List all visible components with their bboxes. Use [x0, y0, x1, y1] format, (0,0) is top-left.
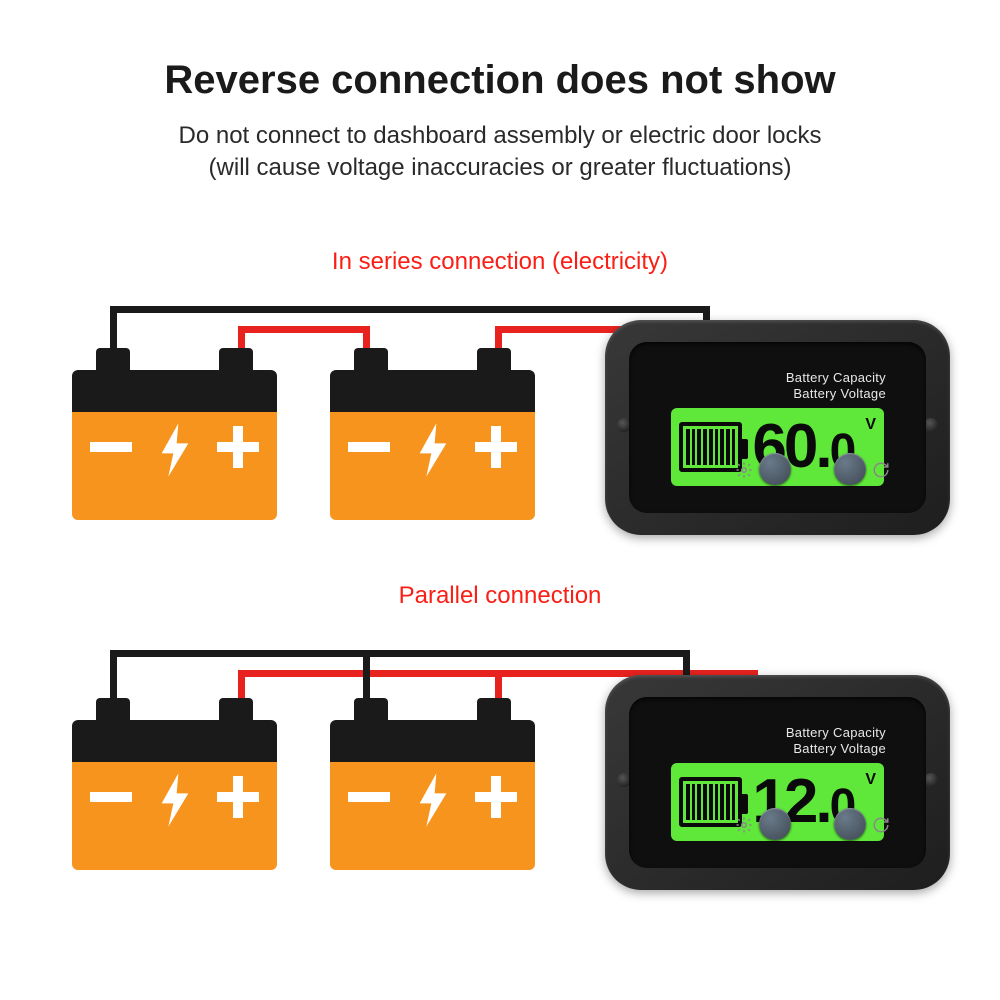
battery-meter-series: Battery Capacity Battery Voltage 60.0 V [605, 320, 950, 535]
lightning-icon [413, 772, 453, 828]
wire-negative [110, 306, 710, 313]
series-label: In series connection (electricity) [0, 248, 1000, 276]
gear-icon [735, 461, 753, 479]
wire-negative [363, 654, 370, 702]
series-diagram: Battery Capacity Battery Voltage 60.0 V [0, 290, 1000, 550]
minus-icon [348, 792, 390, 802]
terminal-positive [219, 348, 253, 370]
meter-label-capacity: Battery Capacity [786, 725, 886, 740]
parallel-diagram: Battery Capacity Battery Voltage 12.0 V [0, 620, 1000, 920]
minus-icon [90, 792, 132, 802]
terminal-negative [96, 348, 130, 370]
terminal-negative [354, 348, 388, 370]
terminal-positive [477, 698, 511, 720]
lightning-icon [155, 772, 195, 828]
terminal-positive [219, 698, 253, 720]
meter-label-voltage: Battery Voltage [793, 386, 886, 401]
minus-icon [348, 442, 390, 452]
battery [330, 720, 535, 870]
refresh-icon [872, 461, 890, 479]
cycle-button[interactable] [834, 808, 866, 840]
battery [72, 370, 277, 520]
lightning-icon [155, 422, 195, 478]
cycle-button[interactable] [834, 453, 866, 485]
meter-bezel: Battery Capacity Battery Voltage 60.0 V [629, 342, 926, 513]
meter-bezel: Battery Capacity Battery Voltage 12.0 V [629, 697, 926, 868]
minus-icon [90, 442, 132, 452]
page-title: Reverse connection does not show [0, 58, 1000, 103]
voltage-unit: V [865, 771, 876, 789]
lightning-icon [413, 422, 453, 478]
battery [330, 370, 535, 520]
wire-positive [238, 326, 370, 333]
subtitle-line2: (will cause voltage inaccuracies or grea… [209, 154, 792, 181]
refresh-icon [872, 816, 890, 834]
battery-level-icon [679, 422, 742, 472]
voltage-unit: V [865, 416, 876, 434]
meter-label-capacity: Battery Capacity [786, 370, 886, 385]
subtitle-line1: Do not connect to dashboard assembly or … [179, 122, 822, 149]
gear-icon [735, 816, 753, 834]
battery-level-icon [679, 777, 742, 827]
settings-button[interactable] [759, 453, 791, 485]
terminal-negative [96, 698, 130, 720]
terminal-negative [354, 698, 388, 720]
battery [72, 720, 277, 870]
battery-meter-parallel: Battery Capacity Battery Voltage 12.0 V [605, 675, 950, 890]
wire-negative [110, 310, 117, 352]
parallel-label: Parallel connection [0, 582, 1000, 610]
settings-button[interactable] [759, 808, 791, 840]
terminal-positive [477, 348, 511, 370]
wire-negative [110, 650, 690, 657]
page-subtitle: Do not connect to dashboard assembly or … [0, 120, 1000, 185]
wire-negative [110, 654, 117, 702]
meter-label-voltage: Battery Voltage [793, 741, 886, 756]
